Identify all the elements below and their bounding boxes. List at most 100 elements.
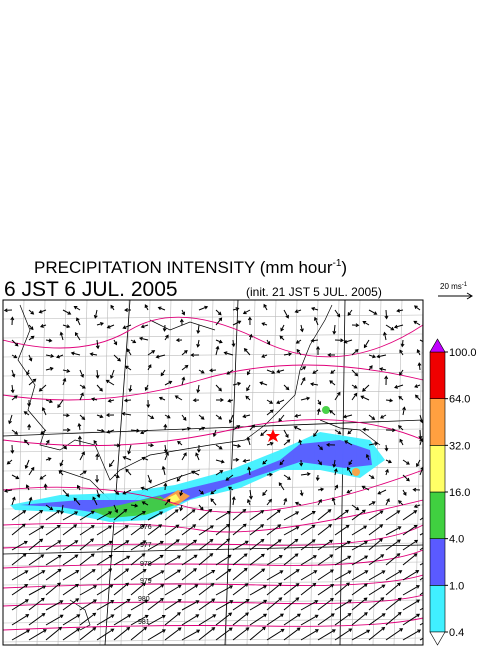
wind-arrow bbox=[163, 482, 168, 491]
wind-arrow bbox=[164, 524, 180, 536]
contour-label: 980 bbox=[138, 596, 150, 603]
wind-arrow bbox=[368, 524, 384, 536]
wind-arrow bbox=[181, 554, 198, 566]
wind-arrow bbox=[283, 569, 300, 581]
wind-arrow bbox=[419, 532, 423, 536]
wind-arrow bbox=[10, 384, 15, 394]
wind-arrow bbox=[262, 459, 268, 465]
wind-arrow bbox=[398, 395, 404, 401]
wind-arrow bbox=[419, 591, 423, 596]
wind-arrow bbox=[45, 366, 54, 371]
wind-arrow bbox=[402, 570, 420, 581]
wind-arrow bbox=[379, 414, 387, 419]
wind-arrow bbox=[147, 584, 165, 596]
wind-arrow bbox=[249, 510, 265, 521]
wind-arrow bbox=[130, 339, 137, 344]
wind-arrow bbox=[385, 526, 402, 536]
wind-arrow bbox=[79, 612, 97, 626]
wind-arrow bbox=[329, 409, 336, 416]
wind-arrow bbox=[147, 350, 156, 356]
contour-labels: 976 977 978 979 980 981 bbox=[138, 524, 152, 626]
wind-arrow bbox=[164, 612, 181, 626]
wind-arrow bbox=[113, 568, 130, 581]
wind-arrow bbox=[25, 484, 30, 491]
wind-arrow bbox=[62, 583, 80, 596]
colorbar-label: 64.0 bbox=[449, 394, 470, 406]
wind-arrow bbox=[300, 629, 319, 641]
wind-arrow bbox=[300, 582, 317, 596]
wind-arrow bbox=[28, 629, 47, 641]
wind-arrow bbox=[106, 429, 115, 434]
wind-arrow bbox=[215, 523, 230, 536]
title: PRECIPITATION INTENSITY (mm hour-1) bbox=[34, 258, 347, 277]
wind-arrow bbox=[382, 331, 387, 341]
wind-arrow bbox=[130, 428, 141, 433]
wind-arrow bbox=[402, 585, 420, 596]
wind-arrow bbox=[283, 439, 291, 446]
wind-arrow bbox=[317, 498, 322, 506]
grid-line bbox=[183, 300, 193, 645]
wind-arrow bbox=[74, 332, 81, 341]
wind-arrow bbox=[45, 399, 54, 404]
wind-arrow bbox=[300, 524, 316, 536]
wind-arrow bbox=[232, 523, 247, 536]
wind-arrow bbox=[113, 582, 130, 596]
wind-arrow bbox=[296, 348, 302, 356]
wind-arrow bbox=[368, 570, 386, 581]
wind-arrow bbox=[79, 599, 97, 611]
wind-arrow bbox=[317, 539, 334, 551]
wind-arrow bbox=[393, 324, 404, 329]
wind-arrow bbox=[130, 553, 146, 566]
wind-arrow bbox=[174, 395, 183, 401]
wind-arrow bbox=[334, 429, 342, 435]
wind-arrow bbox=[28, 466, 35, 476]
wind-arrow bbox=[181, 452, 187, 461]
wind-arrow bbox=[62, 524, 78, 536]
contour-label: 981 bbox=[138, 619, 150, 626]
wind-arrow bbox=[397, 500, 404, 506]
wind-arrow bbox=[232, 612, 249, 626]
wind-arrow bbox=[198, 598, 216, 611]
wind-arrow bbox=[351, 629, 371, 641]
wind-arrow bbox=[300, 377, 306, 386]
grid-line bbox=[3, 409, 423, 415]
wind-arrow bbox=[79, 414, 86, 421]
wind-arrow bbox=[283, 597, 300, 611]
wind-arrow bbox=[96, 568, 113, 581]
wind-arrow bbox=[368, 354, 377, 359]
wind-arrow bbox=[89, 352, 98, 357]
wind-arrow bbox=[332, 324, 337, 335]
wind-arrow bbox=[300, 510, 316, 521]
wind-arrow bbox=[377, 489, 387, 495]
wind-arrow bbox=[164, 414, 171, 419]
wind-arrow bbox=[385, 570, 403, 581]
wind-arrow bbox=[419, 547, 423, 551]
wind-arrow bbox=[141, 456, 149, 461]
wind-arrow bbox=[368, 626, 386, 641]
wind-arrow bbox=[163, 423, 168, 431]
wind-arrow bbox=[11, 570, 29, 581]
wind-arrow bbox=[351, 323, 360, 328]
wind-arrow bbox=[198, 426, 206, 431]
colorbar-under bbox=[429, 631, 446, 646]
wind-arrow bbox=[215, 627, 233, 641]
wind-arrow bbox=[279, 459, 285, 466]
wind-arrow bbox=[249, 626, 266, 641]
wind-arrow bbox=[294, 413, 302, 418]
wind-arrow bbox=[242, 458, 251, 463]
wind-arrow bbox=[45, 540, 62, 551]
wind-arrow bbox=[283, 553, 299, 566]
wind-arrow bbox=[317, 399, 322, 406]
wind-arrow bbox=[147, 364, 152, 371]
wind-arrow bbox=[190, 353, 200, 358]
wind-arrow bbox=[147, 443, 155, 448]
wind-arrow bbox=[310, 338, 319, 343]
wind-arrow bbox=[402, 629, 422, 641]
wind-arrow bbox=[107, 398, 115, 403]
colorbar: 0.4 1.0 4.0 16.0 32.0 64.0 100.0 bbox=[429, 338, 477, 646]
wind-arrow bbox=[28, 597, 45, 611]
wind-arrow bbox=[247, 466, 252, 476]
wind-arrow bbox=[360, 395, 370, 401]
wind-arrow bbox=[122, 324, 132, 330]
wind-arrow bbox=[113, 443, 121, 448]
